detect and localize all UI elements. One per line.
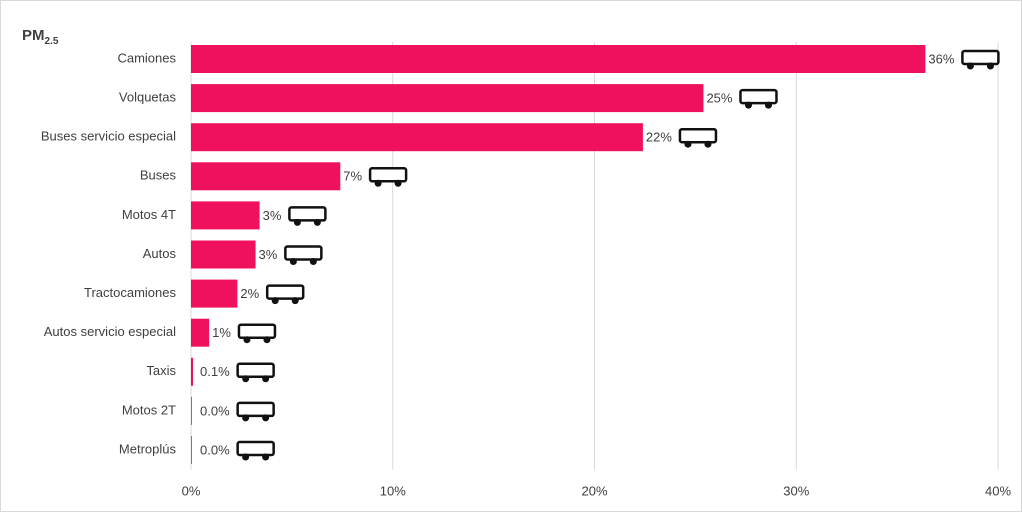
y-tick-label: Metroplús <box>119 441 177 456</box>
vehicle-icon <box>961 49 1000 70</box>
bar <box>191 123 643 152</box>
value-label: 3% <box>259 247 278 262</box>
icon-wheel <box>242 375 250 383</box>
icon-body <box>265 284 305 300</box>
vehicle-icon <box>265 284 305 305</box>
value-label: 7% <box>343 169 362 184</box>
icon-body <box>368 167 408 183</box>
x-tick-label: 30% <box>783 483 809 498</box>
bar <box>191 201 260 230</box>
icon-wheel <box>313 218 321 226</box>
icon-wheel <box>291 297 299 305</box>
value-label: 0.1% <box>200 364 230 379</box>
value-label: 22% <box>646 130 672 145</box>
bar <box>191 318 210 347</box>
icon-wheel <box>262 414 270 422</box>
bar <box>191 162 341 191</box>
value-label: 0.0% <box>200 403 230 418</box>
y-tick-label: Taxis <box>146 363 176 378</box>
vehicle-icon <box>739 88 778 109</box>
vehicle-icon <box>236 440 275 461</box>
icon-wheel <box>242 414 250 422</box>
icon-wheel <box>309 258 317 265</box>
vehicle-icon <box>288 206 327 226</box>
vehicle-icon <box>678 127 718 148</box>
icon-body <box>236 362 275 379</box>
y-tick-label: Camiones <box>117 50 176 65</box>
icon-wheel <box>744 101 752 109</box>
icon-wheel <box>684 140 692 148</box>
icon-wheel <box>262 375 270 383</box>
y-tick-label: Buses <box>140 168 177 183</box>
x-tick-label: 10% <box>380 483 406 498</box>
icon-wheel <box>262 453 270 461</box>
x-tick-label: 20% <box>581 483 607 498</box>
icon-body <box>237 323 277 339</box>
vehicle-icon <box>284 245 323 265</box>
y-tick-label: Buses servicio especial <box>41 129 176 144</box>
bar <box>191 436 192 464</box>
icon-body <box>288 206 327 222</box>
icon-body <box>236 401 275 418</box>
icon-wheel <box>293 218 301 226</box>
bar <box>191 240 256 269</box>
y-tick-label: Autos servicio especial <box>44 324 176 339</box>
value-label: 1% <box>212 325 231 340</box>
icon-body <box>236 440 275 457</box>
icon-wheel <box>704 140 712 148</box>
icon-body <box>678 127 718 144</box>
icon-wheel <box>271 297 279 305</box>
icon-wheel <box>986 62 994 70</box>
vehicle-icon <box>236 401 275 422</box>
value-label: 2% <box>240 286 259 301</box>
title-subscript: 2.5 <box>45 36 59 47</box>
value-label: 3% <box>263 208 282 223</box>
y-tick-label: Tractocamiones <box>84 285 176 300</box>
icon-wheel <box>764 101 772 109</box>
value-label: 25% <box>706 91 732 106</box>
value-label: 36% <box>928 51 954 66</box>
icon-body <box>961 49 1000 66</box>
bar <box>191 84 704 113</box>
bar <box>191 396 192 425</box>
icon-wheel <box>394 179 402 187</box>
y-tick-label: Motos 2T <box>122 402 176 417</box>
x-tick-label: 40% <box>985 483 1011 498</box>
icon-wheel <box>242 453 250 461</box>
bar <box>191 45 926 73</box>
icon-wheel <box>243 336 251 344</box>
icon-wheel <box>289 258 297 265</box>
x-tick-label: 0% <box>182 483 201 498</box>
y-tick-label: Volquetas <box>119 90 177 105</box>
icon-body <box>739 88 778 105</box>
y-tick-label: Autos <box>143 246 177 261</box>
vehicle-icon <box>236 362 275 383</box>
icon-wheel <box>263 336 271 344</box>
vehicle-icon <box>368 167 408 187</box>
title-main: PM <box>22 27 45 44</box>
bar <box>191 279 238 308</box>
bar <box>191 357 194 386</box>
value-label: 0.0% <box>200 442 230 457</box>
vehicle-icon <box>237 323 277 344</box>
icon-wheel <box>374 179 382 187</box>
chart-title: PM2.5 <box>22 27 59 47</box>
y-tick-label: Motos 4T <box>122 207 176 222</box>
icon-body <box>284 245 323 261</box>
icon-wheel <box>966 62 974 70</box>
